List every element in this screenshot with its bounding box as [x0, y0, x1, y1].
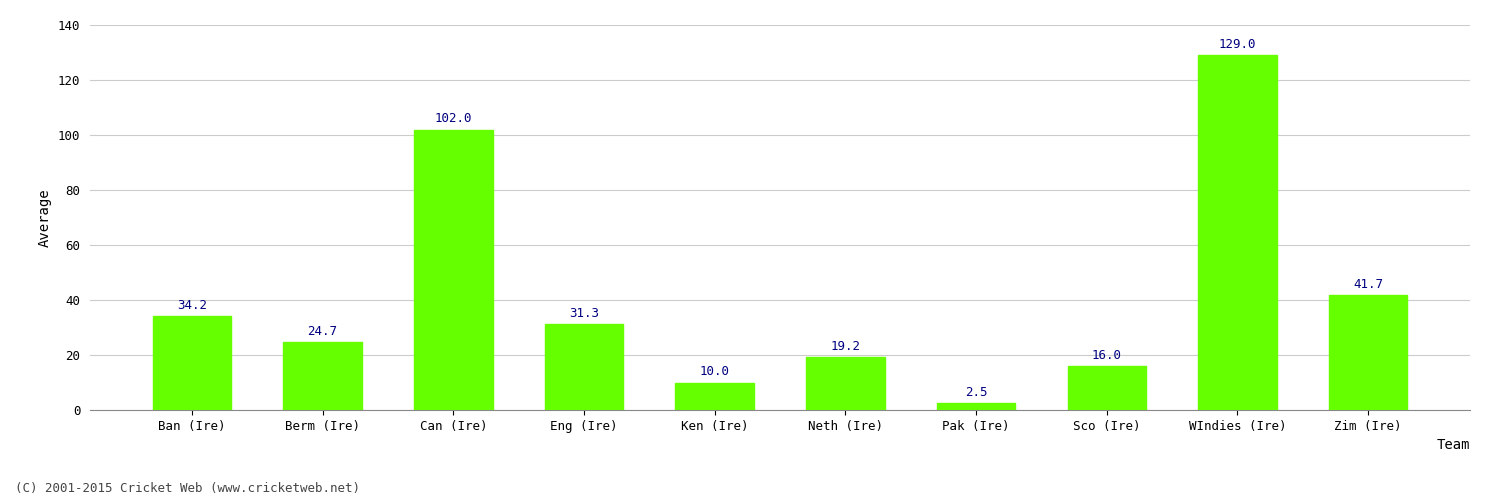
Text: 16.0: 16.0 [1092, 349, 1122, 362]
X-axis label: Team: Team [1437, 438, 1470, 452]
Text: 102.0: 102.0 [435, 112, 472, 126]
Bar [1198, 55, 1276, 410]
Bar [284, 342, 362, 410]
Text: (C) 2001-2015 Cricket Web (www.cricketweb.net): (C) 2001-2015 Cricket Web (www.cricketwe… [15, 482, 360, 495]
Bar [544, 324, 622, 410]
Bar [1068, 366, 1146, 410]
Text: 34.2: 34.2 [177, 299, 207, 312]
Bar [414, 130, 492, 410]
Bar [675, 382, 754, 410]
Text: 2.5: 2.5 [964, 386, 987, 399]
Bar [806, 357, 885, 410]
Bar [938, 403, 1016, 410]
Text: 31.3: 31.3 [568, 307, 598, 320]
Text: 129.0: 129.0 [1218, 38, 1255, 51]
Text: 10.0: 10.0 [699, 366, 729, 378]
Text: 24.7: 24.7 [308, 325, 338, 338]
Text: 19.2: 19.2 [831, 340, 861, 353]
Bar [153, 316, 231, 410]
Bar [1329, 296, 1407, 410]
Text: 41.7: 41.7 [1353, 278, 1383, 291]
Y-axis label: Average: Average [38, 188, 52, 247]
